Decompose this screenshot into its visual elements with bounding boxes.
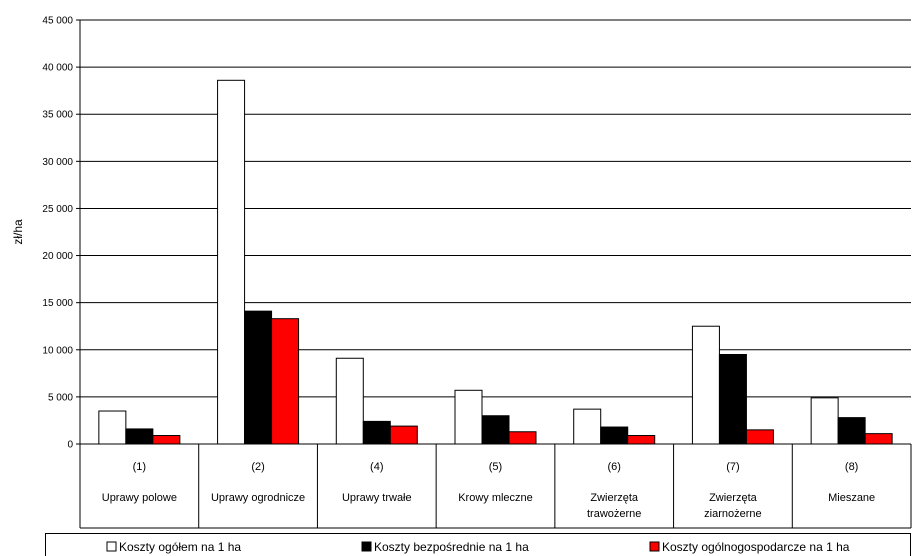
legend-swatch — [106, 541, 117, 552]
axes: 0 5 000 10 000 15 000 20 000 25 000 30 000 35 0… — [42, 16, 81, 528]
bar-1 — [98, 410, 127, 445]
bar-2 — [362, 420, 391, 445]
bar-2 — [125, 428, 154, 445]
bar-1 — [573, 408, 602, 445]
bar-1 — [454, 389, 483, 445]
category-code: (4) — [370, 461, 383, 473]
bar-1 — [217, 79, 246, 445]
legend-label: Koszty bezpośrednie na 1 ha — [374, 540, 529, 554]
legend-label: Koszty ogółem na 1 ha — [119, 540, 241, 554]
category-name: ziarnożerne — [704, 508, 761, 520]
legend: Koszty ogółem na 1 ha Koszty bezpośrednie… — [45, 533, 911, 556]
y-tick-label: 0 — [67, 440, 73, 451]
legend-frame — [45, 533, 911, 556]
y-tick-label: 25 000 — [42, 204, 73, 215]
bar-1 — [691, 325, 720, 445]
category-code: (7) — [726, 461, 739, 473]
y-tick-label: 35 000 — [42, 110, 73, 121]
category-name: Mieszane — [828, 492, 875, 504]
bar-2 — [481, 415, 510, 445]
category-name: Uprawy ogrodnicze — [211, 492, 305, 504]
y-axis-title: zł/ha — [11, 219, 25, 245]
y-tick-label: 40 000 — [42, 63, 73, 74]
bar-3 — [389, 425, 418, 445]
bar-3 — [508, 431, 537, 445]
bar-2 — [244, 310, 273, 445]
y-tick-label: 5 000 — [48, 392, 73, 403]
category-code: (8) — [845, 461, 858, 473]
category-name: Krowy mleczne — [458, 492, 533, 504]
bar-3 — [271, 318, 300, 445]
category-code: (1) — [133, 461, 146, 473]
bar-2 — [600, 426, 629, 445]
legend-swatch — [649, 541, 660, 552]
y-tick-label: 20 000 — [42, 251, 73, 262]
y-tick-label: 10 000 — [42, 345, 73, 356]
bar-3 — [745, 429, 774, 445]
y-tick-label: 15 000 — [42, 298, 73, 309]
gridlines — [80, 19, 911, 445]
category-code: (6) — [607, 461, 620, 473]
bar-1 — [335, 357, 364, 445]
legend-swatch — [361, 541, 372, 552]
bar-3 — [864, 433, 893, 445]
category-name: Uprawy polowe — [102, 492, 177, 504]
category-name: Zwierzęta — [709, 492, 758, 504]
bar-2 — [718, 353, 747, 445]
bars — [98, 79, 893, 445]
bar-3 — [152, 435, 181, 445]
category-code: (5) — [489, 461, 502, 473]
category-table: (1) Uprawy polowe (2) Uprawy ogrodnicze (4) U… — [79, 443, 912, 529]
y-tick-label: 30 000 — [42, 157, 73, 168]
bar-1 — [810, 397, 839, 445]
bar-2 — [837, 417, 866, 445]
category-code: (2) — [251, 461, 264, 473]
category-name: trawożerne — [587, 508, 641, 520]
bar-3 — [627, 435, 656, 445]
legend-label: Koszty ogólnogospodarcze na 1 ha — [662, 540, 850, 554]
category-name: Zwierzęta — [590, 492, 639, 504]
category-name: Uprawy trwałe — [342, 492, 412, 504]
y-tick-label: 45 000 — [42, 16, 73, 27]
